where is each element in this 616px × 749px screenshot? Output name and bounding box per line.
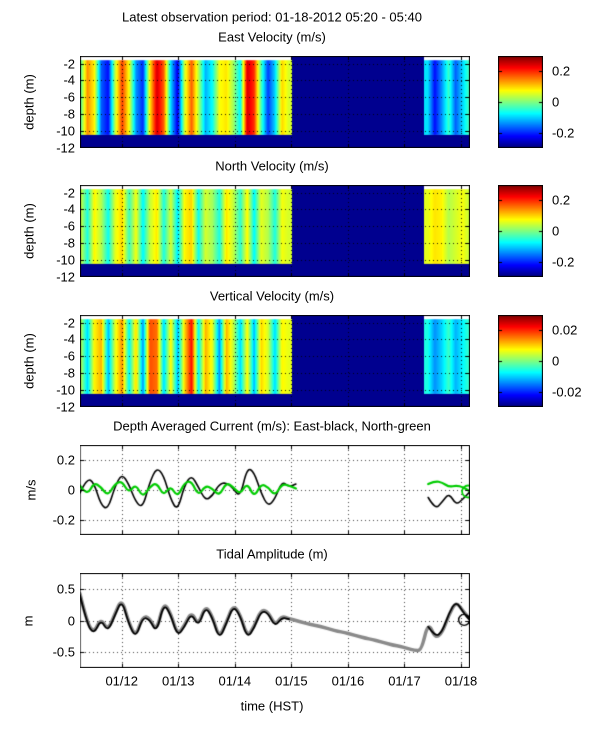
y-axis-label-depth-3: depth (m) (21, 333, 37, 389)
y-tick-label: -8 (63, 235, 75, 251)
main-title: Latest observation period: 01-18-2012 05… (122, 9, 422, 25)
colorbar-tick-label: 0.02 (552, 322, 578, 338)
y-axis-label-ms: m/s (23, 479, 39, 501)
chart-title-north-velocity: North Velocity (m/s) (215, 158, 329, 174)
chart-title-east-velocity: East Velocity (m/s) (218, 29, 326, 45)
x-tick-label: 01/12 (105, 673, 138, 689)
x-tick-label: 01/15 (275, 673, 308, 689)
colorbar-tick-label: -0.02 (552, 384, 582, 400)
y-tick-label: -0.5 (52, 644, 75, 660)
colorbar-east-velocity (498, 56, 543, 148)
y-tick-label: -8 (63, 365, 75, 381)
vertical-velocity-heatmap (80, 315, 470, 407)
y-tick-label: -2 (63, 56, 75, 72)
tidal-amplitude-plot (80, 573, 470, 668)
x-tick-label: 01/17 (388, 673, 421, 689)
y-axis-label-m: m (20, 615, 36, 626)
y-tick-label: -12 (56, 140, 75, 156)
colorbar-tick-label: -0.2 (552, 254, 575, 270)
y-tick-label: -10 (56, 123, 75, 139)
y-tick-label: -10 (56, 252, 75, 268)
y-tick-label: -10 (56, 382, 75, 398)
colorbar-tick-label: 0.2 (552, 192, 571, 208)
y-tick-label: -4 (63, 331, 75, 347)
colorbar-tick-label: 0 (552, 353, 560, 369)
x-axis-label-time: time (HST) (240, 698, 304, 714)
colorbar-north-velocity (498, 185, 543, 277)
chart-title-tidal-amplitude: Tidal Amplitude (m) (216, 546, 328, 562)
y-tick-label: 0.2 (56, 452, 75, 468)
y-tick-label: -2 (63, 185, 75, 201)
chart-title-vertical-velocity: Vertical Velocity (m/s) (209, 288, 335, 304)
chart-title-depth-averaged-current: Depth Averaged Current (m/s): East-black… (113, 418, 431, 434)
y-tick-label: 0 (67, 613, 75, 628)
y-axis-label-depth-1: depth (m) (21, 74, 37, 130)
north-velocity-heatmap (80, 185, 470, 277)
y-tick-label: -12 (56, 399, 75, 415)
x-tick-label: 01/16 (331, 673, 365, 689)
y-tick-label: -8 (63, 106, 75, 122)
x-tick-label: 01/14 (218, 673, 252, 689)
y-tick-label: -12 (56, 269, 75, 285)
y-tick-label: 0.5 (56, 581, 75, 597)
y-axis-label-depth-2: depth (m) (21, 203, 37, 259)
y-tick-label: 0 (67, 482, 75, 498)
colorbar-tick-label: 0 (552, 223, 560, 239)
colorbar-tick-label: -0.2 (552, 125, 575, 141)
y-tick-label: -2 (63, 315, 75, 331)
y-tick-label: -6 (63, 348, 75, 364)
x-tick-label: 01/18 (444, 673, 478, 689)
x-tick-label: 01/13 (161, 673, 195, 689)
colorbar-tick-label: 0.2 (552, 63, 571, 79)
y-tick-label: -6 (63, 89, 75, 105)
colorbar-tick-label: 0 (552, 94, 560, 110)
colorbar-vertical-velocity (498, 315, 543, 407)
y-tick-label: -0.2 (52, 512, 75, 528)
y-tick-label: -4 (63, 72, 75, 88)
depth-averaged-current-plot (80, 445, 470, 535)
y-tick-label: -4 (63, 201, 75, 217)
y-tick-label: -6 (63, 218, 75, 234)
east-velocity-heatmap (80, 56, 470, 148)
